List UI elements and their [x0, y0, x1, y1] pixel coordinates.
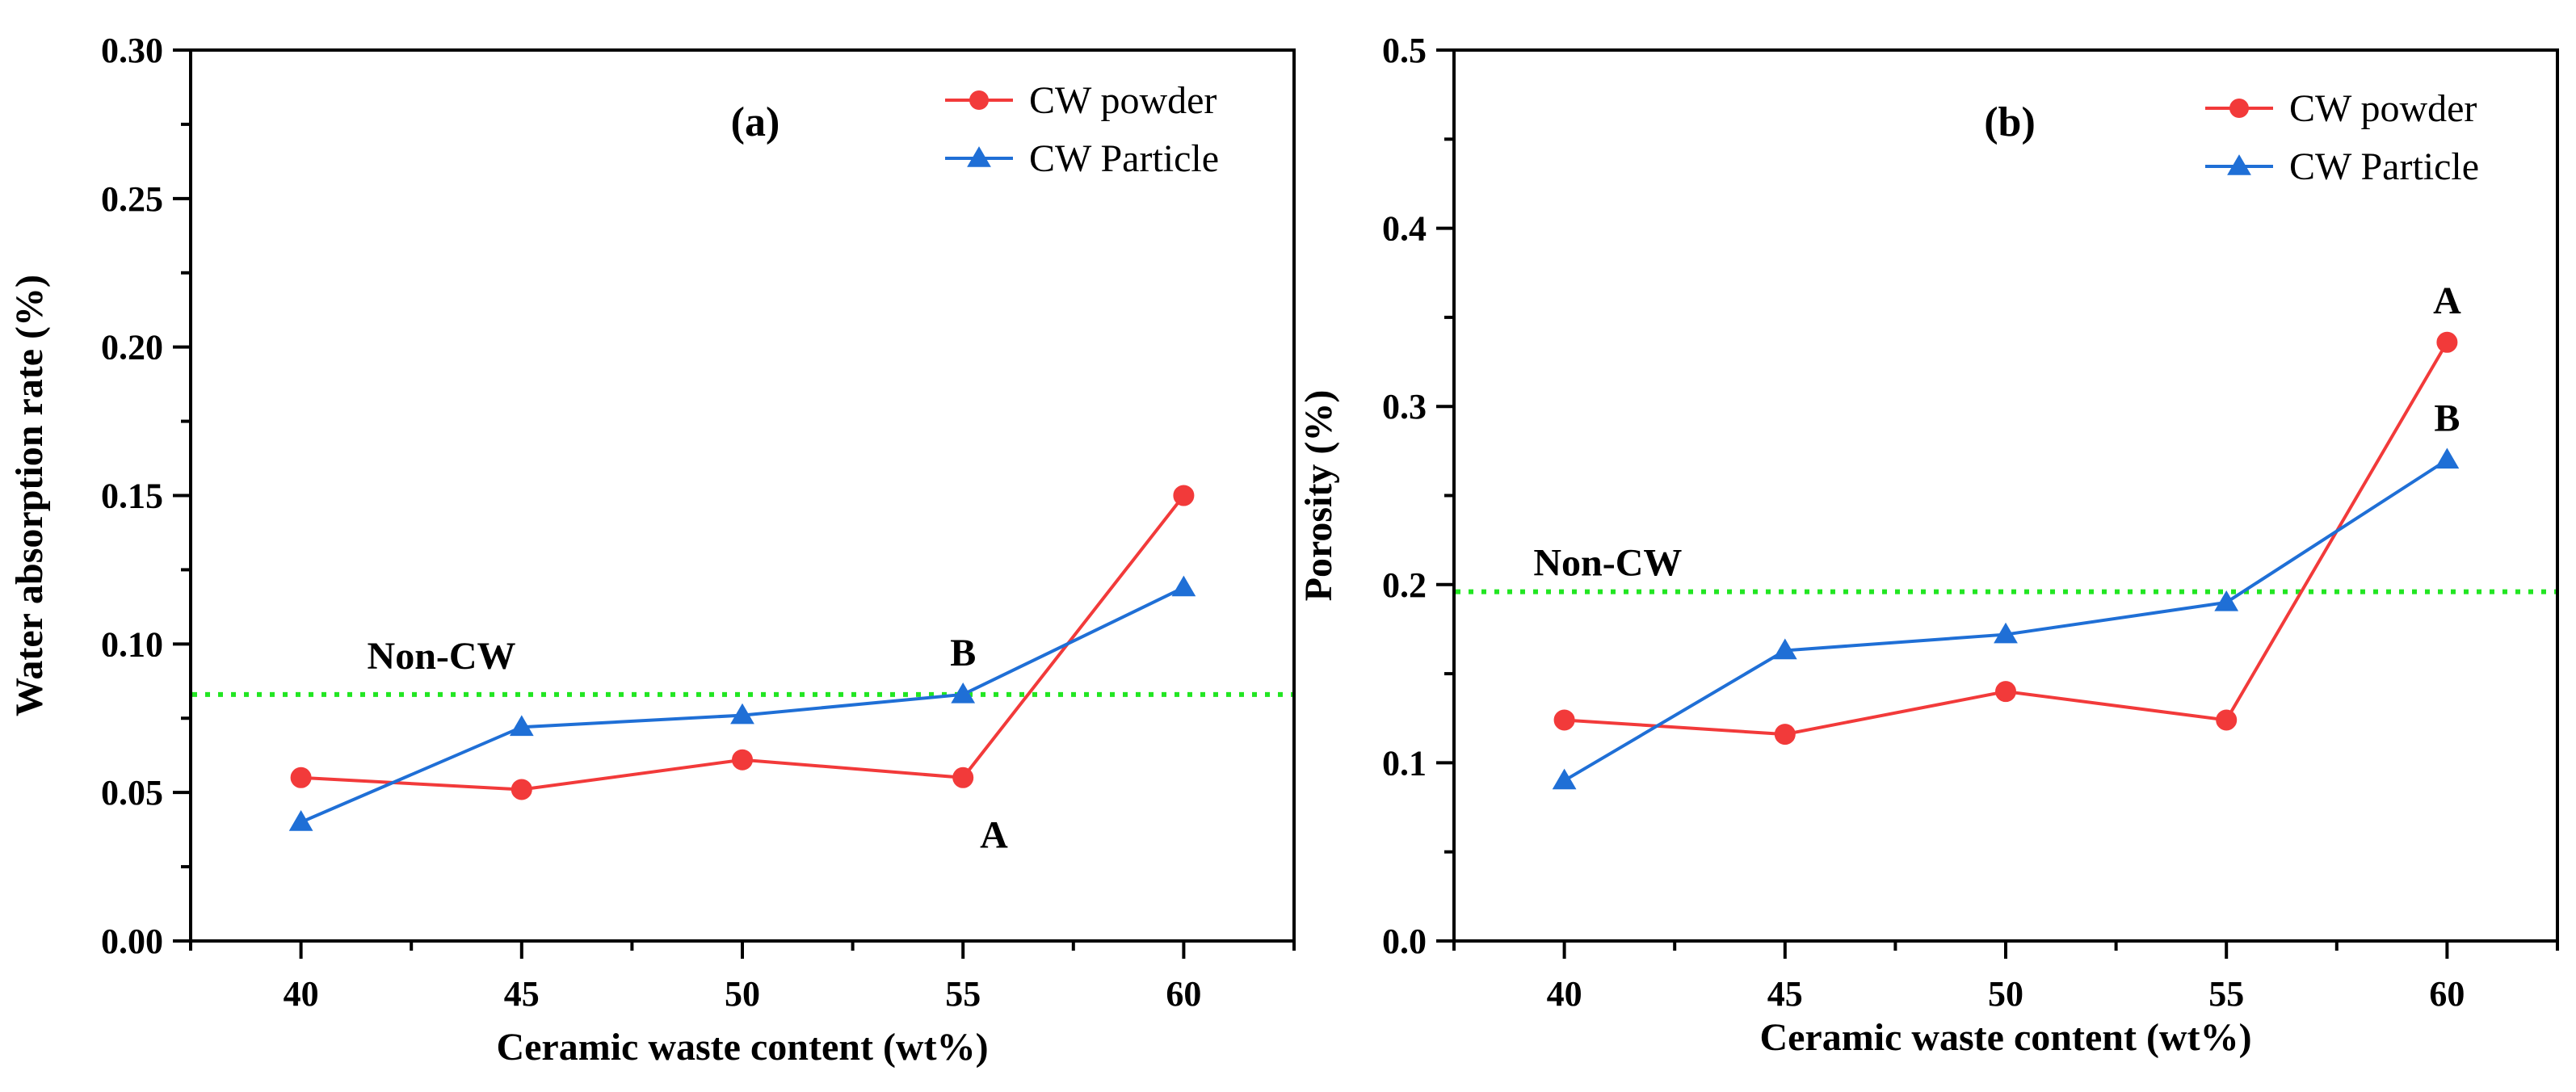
data-point-powder	[952, 766, 974, 788]
x-tick-label: 60	[1166, 974, 1201, 1014]
y-tick-label: 0.05	[101, 773, 163, 813]
y-tick-label: 0.2	[1382, 565, 1427, 605]
reference-line-label: Non-CW	[1533, 542, 1682, 585]
x-tick-label: 55	[945, 974, 981, 1014]
legend-marker-triangle	[967, 146, 991, 167]
y-tick-label: 0.10	[101, 624, 163, 664]
legend-marker-triangle	[2227, 154, 2251, 175]
x-tick-label: 40	[284, 974, 319, 1014]
data-point-powder	[1774, 724, 1796, 746]
series-line-cw-powder	[1564, 341, 2449, 737]
legend-marker-circle	[969, 90, 989, 110]
y-tick-label: 0.25	[101, 179, 163, 219]
legend-label: CW Particle	[2289, 145, 2479, 188]
annotation-b: B	[950, 632, 976, 674]
panel-label: (a)	[731, 99, 780, 145]
plot-frame	[189, 48, 1296, 943]
chart-a: 0.00 0.05 0.10 0.15 0.20 0.25 0.30 40 45 50 55 60 Ce…	[8, 31, 1296, 1069]
annotation-a: A	[2433, 279, 2461, 322]
legend-label: CW powder	[2289, 87, 2477, 130]
x-tick-label: 50	[1988, 974, 2023, 1014]
data-point-particle	[288, 810, 313, 831]
x-axis-title: Ceramic waste content (wt%)	[496, 1026, 988, 1069]
y-axis-title: Water absorption rate (%)	[8, 275, 51, 716]
data-point-particle	[2435, 447, 2460, 469]
panel-label: (b)	[1984, 99, 2036, 145]
y-tick-label: 0.15	[101, 477, 163, 516]
chart-b: 0.0 0.1 0.2 0.3 0.4 0.5 40 45 50 55 60 Ceramic wast…	[1297, 31, 2559, 1059]
data-point-powder	[511, 779, 532, 800]
data-point-particle	[730, 703, 754, 724]
data-point-powder	[732, 749, 753, 771]
y-tick-label: 0.0	[1382, 922, 1427, 961]
y-tick-label: 0.30	[101, 31, 163, 70]
x-tick-label: 45	[504, 974, 540, 1014]
data-point-powder	[1995, 681, 2016, 703]
x-tick-label: 60	[2429, 974, 2465, 1014]
series-line-cw-particle	[1563, 458, 2448, 783]
data-point-particle	[1171, 575, 1196, 597]
y-tick-label: 0.4	[1382, 209, 1427, 249]
x-tick-label: 50	[725, 974, 760, 1014]
data-point-powder	[2436, 331, 2458, 353]
data-point-powder	[2216, 709, 2238, 731]
x-tick-label: 55	[2208, 974, 2244, 1014]
y-tick-label: 0.5	[1382, 31, 1427, 70]
annotation-b: B	[2434, 397, 2460, 439]
y-tick-label: 0.3	[1382, 387, 1427, 426]
data-point-particle	[509, 715, 534, 737]
legend-marker-circle	[2229, 99, 2249, 118]
x-tick-label: 45	[1767, 974, 1803, 1014]
data-point-particle	[2214, 590, 2239, 611]
data-point-particle	[1772, 638, 1797, 660]
data-point-particle	[951, 682, 976, 704]
legend-label: CW powder	[1029, 79, 1217, 122]
y-tick-label: 0.00	[101, 922, 163, 961]
data-point-particle	[1994, 622, 2018, 644]
data-point-powder	[1553, 709, 1575, 731]
legend-label: CW Particle	[1029, 137, 1219, 180]
y-tick-label: 0.1	[1382, 743, 1427, 783]
data-point-powder	[290, 766, 312, 788]
annotation-a: A	[980, 814, 1008, 857]
y-tick-label: 0.20	[101, 328, 163, 368]
x-axis-title: Ceramic waste content (wt%)	[1759, 1016, 2251, 1059]
data-point-particle	[1552, 768, 1577, 790]
reference-line-label: Non-CW	[368, 635, 516, 678]
x-tick-label: 40	[1547, 974, 1582, 1014]
y-axis-title: Porosity (%)	[1297, 390, 1340, 602]
data-point-powder	[1173, 485, 1195, 506]
